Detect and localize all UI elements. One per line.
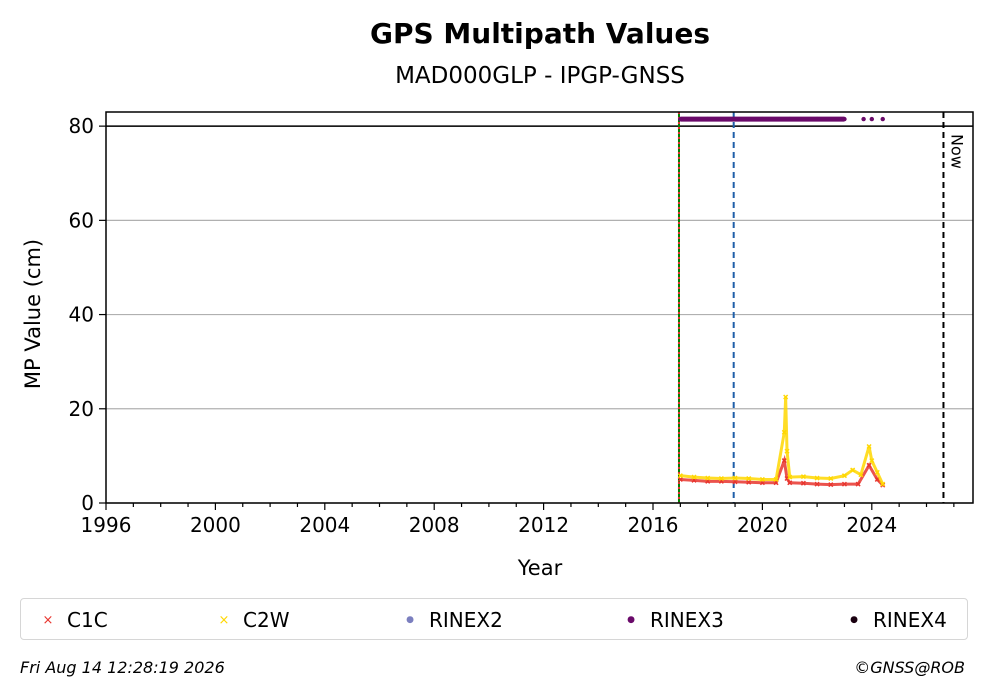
x-tick-label: 2004 [299,513,350,537]
y-tick-label: 80 [69,114,94,138]
point-rinex3 [869,116,875,122]
x-tick-label: 2000 [190,513,241,537]
chart-subtitle: MAD000GLP - IPGP-GNSS [395,63,685,89]
legend-item-rinex2: ● RINEX2 [399,599,503,641]
x-tick-label: 2008 [409,513,460,537]
x-tick-label: 2020 [737,513,788,537]
point-band-c2w [680,396,885,485]
x-tick-label: 1996 [81,513,132,537]
point-band-c1c [680,454,884,487]
x-axis-label: Year [517,556,563,580]
y-tick-label: 0 [81,491,94,515]
cross-marker-icon: × [218,612,230,628]
x-tick-label: 2016 [628,513,679,537]
plot-area: Now 1996 2000 2004 2008 2012 2016 2020 2024 0 20 40… [69,111,974,537]
legend-item-c1c: × C1C [37,599,108,641]
legend-item-rinex4: ● RINEX4 [843,599,947,641]
point-rinex3 [861,116,866,122]
y-tick-label: 40 [69,303,94,327]
now-label: Now [947,134,966,169]
y-tick-label: 20 [69,397,94,421]
dot-marker-icon: ● [406,614,414,625]
y-axis-label: MP Value (cm) [21,239,45,389]
x-tick-label: 2024 [846,513,897,537]
dot-marker-icon: ● [627,614,635,625]
plot-frame [105,111,974,504]
y-tick-label: 60 [69,208,94,232]
chart-title: GPS Multipath Values [370,17,710,50]
legend-label: C1C [67,608,108,632]
legend-item-c2w: × C2W [213,599,290,641]
footer-timestamp: Fri Aug 14 12:28:19 2026 [20,658,225,677]
legend-label: RINEX3 [650,608,724,632]
cross-marker-icon: × [42,612,54,628]
legend-label: RINEX2 [429,608,503,632]
legend: × C1C × C2W ● RINEX2 ● RINEX3 ● RINEX4 [20,598,968,640]
footer-credit: ©GNSS@ROB [854,658,965,677]
legend-label: RINEX4 [873,608,947,632]
point-rinex3 [880,116,885,122]
x-tick-label: 2012 [518,513,569,537]
legend-item-rinex3: ● RINEX3 [620,599,724,641]
legend-label: C2W [243,608,290,632]
dot-marker-icon: ● [850,614,858,625]
